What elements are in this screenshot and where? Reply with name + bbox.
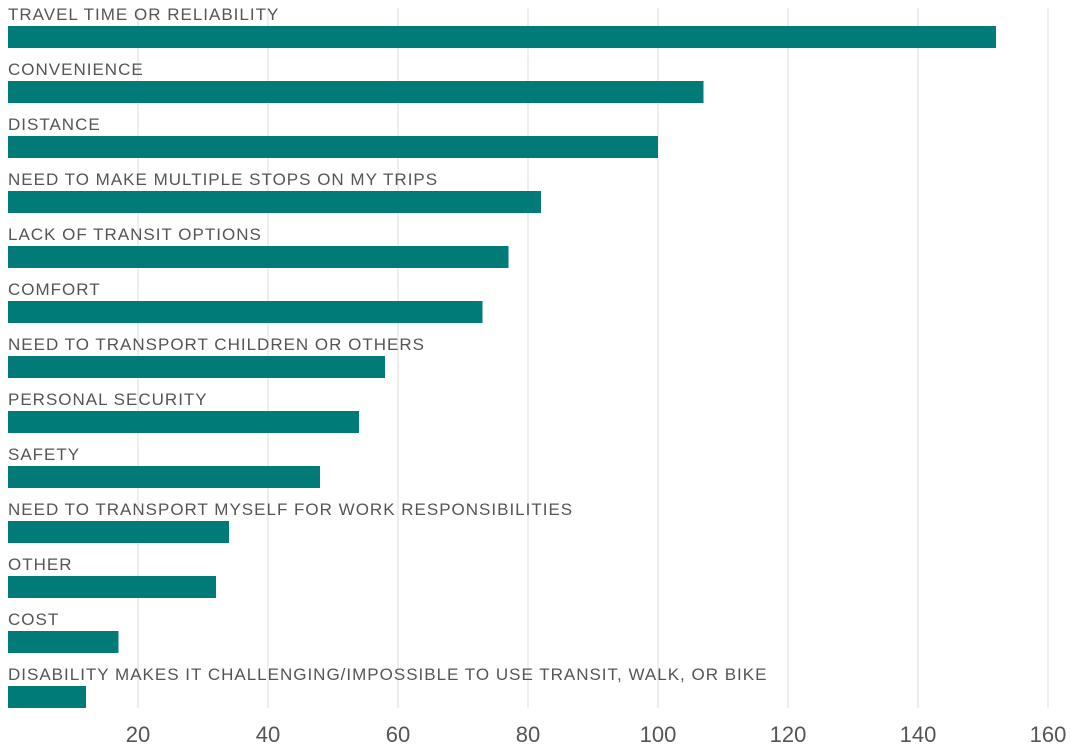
- x-tick-label: 100: [640, 722, 677, 747]
- x-tick-label: 20: [126, 722, 150, 747]
- bar: [8, 411, 359, 433]
- bar: [8, 576, 216, 598]
- x-tick-label: 120: [770, 722, 807, 747]
- category-label: CONVENIENCE: [8, 60, 144, 79]
- bar: [8, 136, 658, 158]
- category-label: COMFORT: [8, 280, 101, 299]
- bar: [8, 686, 86, 708]
- bar: [8, 631, 119, 653]
- category-label: LACK OF TRANSIT OPTIONS: [8, 225, 262, 244]
- x-tick-label: 80: [516, 722, 540, 747]
- category-label: DISABILITY MAKES IT CHALLENGING/IMPOSSIB…: [8, 665, 767, 684]
- bar: [8, 246, 509, 268]
- category-label: DISTANCE: [8, 115, 101, 134]
- bar: [8, 26, 996, 48]
- bar: [8, 356, 385, 378]
- bar: [8, 81, 704, 103]
- category-label: OTHER: [8, 555, 73, 574]
- category-label: NEED TO TRANSPORT CHILDREN OR OTHERS: [8, 335, 425, 354]
- category-label: NEED TO TRANSPORT MYSELF FOR WORK RESPON…: [8, 500, 573, 519]
- x-tick-label: 40: [256, 722, 280, 747]
- x-tick-label: 160: [1030, 722, 1067, 747]
- x-tick-label: 60: [386, 722, 410, 747]
- bar: [8, 191, 541, 213]
- category-labels: TRAVEL TIME OR RELIABILITY CONVENIENCE DIS…: [8, 5, 767, 684]
- gridlines: [137, 8, 1049, 708]
- category-label: NEED TO MAKE MULTIPLE STOPS ON MY TRIPS: [8, 170, 438, 189]
- category-label: SAFETY: [8, 445, 80, 464]
- category-label: COST: [8, 610, 59, 629]
- bar: [8, 301, 483, 323]
- category-label: PERSONAL SECURITY: [8, 390, 208, 409]
- x-tick-label: 140: [900, 722, 937, 747]
- bar: [8, 521, 229, 543]
- bar: [8, 466, 320, 488]
- category-label: TRAVEL TIME OR RELIABILITY: [8, 5, 279, 24]
- x-axis-ticks: 20 40 60 80 100 120 140 160: [126, 722, 1067, 747]
- bars: [8, 26, 996, 708]
